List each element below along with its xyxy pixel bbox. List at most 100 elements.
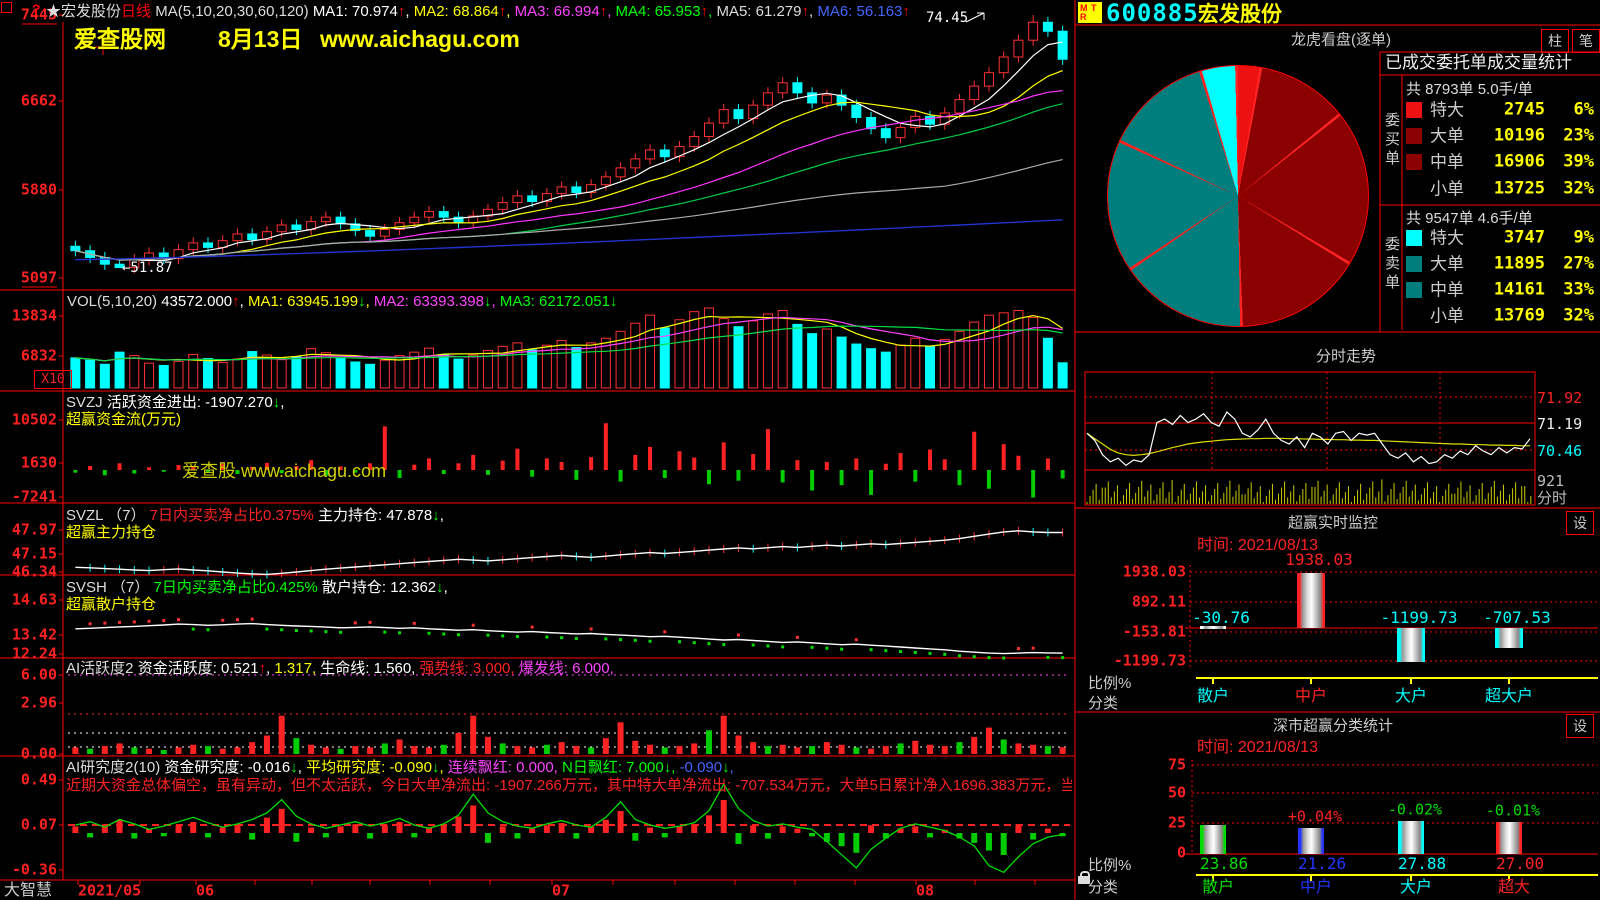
monitor-bar [1397,628,1425,663]
order-pct-value: 23% [1563,125,1594,146]
header-segment: MA3: 62172.051 [499,293,610,310]
monitor-bar [1495,628,1523,649]
header-segment: ↑ [801,3,810,20]
chart-label: 47.97 [11,520,57,539]
order-type-label: 中单 [1430,152,1464,172]
order-type-label: 特大 [1430,228,1464,248]
shenshi-value-label: 21.26 [1298,854,1347,873]
shenshi-settings-button[interactable]: 设 [1566,714,1594,738]
volume-multiplier-badge: X10 [34,370,72,389]
header-segment: , [405,3,414,20]
monitor-title: 超赢实时监控 [1287,514,1379,532]
chart-label: 7445 [20,5,57,24]
chart-label: -0.36 [11,860,57,879]
header-segment: 资金活跃度: 0.521 [137,660,259,677]
question-mark-icon: ? [32,1,41,17]
brand-label: 大智慧 [4,882,53,899]
order-pct-value: 39% [1563,151,1594,172]
sell-summary: 共 9547单 4.6手/单 [1406,210,1533,227]
order-type-label: 大单 [1430,254,1464,274]
chart-label: 6662 [20,91,57,110]
header-segment: MA1: 70.974 [312,3,398,20]
header-segment: ↑ [700,3,709,20]
header-segment: 生命线: 1.560, [316,660,416,677]
monitor-settings-button[interactable]: 设 [1566,511,1594,535]
pen-mode-button[interactable]: 笔 [1572,29,1600,53]
svsh-indicator-header: SVSH （7） 7日内买卖净占比0.425% 散户持仓: 12.362↓, [66,579,448,596]
header-segment: 43572.000 [161,293,233,310]
shenshi-delta-label: +0.04% [1287,807,1343,826]
watermark-site: 爱查股网 [74,26,166,52]
header-segment: ★宏发股份 [46,3,122,20]
high-price-annotation: 74.45 [926,10,969,26]
header-segment: AI研究度2(10) [66,759,165,776]
pie-panel-title: 龙虎看盘(逐单) [1291,31,1391,49]
order-pct-value: 32% [1563,178,1594,199]
header-segment: 资金研究度: -0.016 [164,759,291,776]
stats-table-title: 已成交委托单成交量统计 [1385,53,1572,72]
shenshi-category-label: 散户 [1202,879,1235,896]
stock-code: 600885 [1106,0,1199,27]
header-segment: ↑ [397,3,406,20]
monitor-value-label: -707.53 [1483,608,1551,627]
monitor-bar [1200,626,1226,629]
shenshi-bar [1496,821,1522,854]
order-count-value: 10196 [1493,125,1545,146]
low-price-annotation: ←51.87 [122,260,173,276]
header-segment: , [280,394,285,411]
monitor-category-label: 超大户 [1484,688,1534,705]
header-segment: , [365,293,374,310]
header-segment: , [239,293,248,310]
header-segment: ↓ [484,293,492,310]
buy-side-label: 委买单 [1383,112,1400,169]
logo-letter: R [1080,12,1087,22]
header-segment: , [297,759,307,776]
svzl-indicator-header: SVZL （7） 7日内买卖净占比0.375% 主力持仓: 47.878↓, [66,507,444,524]
order-count-value: 3747 [1504,227,1545,248]
shenshi-delta-label: -0.02% [1387,800,1443,819]
header-segment: MA5: 61.279 [716,3,802,20]
intraday-xlabel: 分时 [1537,490,1568,507]
header-segment: ↑ [232,293,240,310]
order-type-label: 特大 [1430,100,1464,120]
date-tick: 07 [552,881,571,900]
logo-letter: T [1091,3,1097,13]
header-segment: MA1: 63945.199 [247,293,359,310]
header-segment: 强势线: 3.000, [415,660,515,677]
main-indicator-header: ★宏发股份日线 MA(5,10,20,30,60,120) MA1: 70.97… [46,3,910,20]
chart-label: 25 [1167,813,1186,832]
ai-research-header: AI研究度2(10) 资金研究度: -0.016↓, 平均研究度: -0.090… [66,759,734,776]
header-segment: , [671,759,680,776]
chart-label: 1938.03 [1122,562,1186,581]
chart-label: 0.00 [20,744,57,763]
header-segment: , [491,293,500,310]
chart-label: 2.96 [20,693,57,712]
header-segment: 爆发线: 6.000, [514,660,614,677]
order-volume-pie-chart [1107,65,1369,327]
monitor-ylabel: 比例% [1088,675,1132,692]
date-tick: 2021/05 [78,881,142,900]
header-segment: N日飘红: 7.000 [557,759,664,776]
date-tick: 06 [196,881,215,900]
svzj-subtitle: 超赢资金流(万元) [66,411,181,428]
header-segment: SVSH （7） [66,579,154,596]
shenshi-time-label: 时间: 2021/08/13 [1197,739,1318,756]
chart-label: 13834 [11,306,57,325]
shenshi-value-label: 23.86 [1200,854,1249,873]
header-segment: 7日内买卖净占比0.375% [149,507,319,524]
monitor-value-label: -30.76 [1192,608,1250,627]
monitor-value-label: -1199.73 [1380,608,1458,627]
lock-icon[interactable] [1078,871,1090,884]
chart-label: 5097 [20,268,57,287]
shenshi-bar [1298,828,1324,854]
order-count-value: 2745 [1504,99,1545,120]
header-segment: ↑ [599,3,608,20]
chart-label: 10502 [11,410,57,429]
intraday-title: 分时走势 [1315,348,1377,365]
order-count-value: 14161 [1493,279,1545,300]
chart-label: 0.07 [20,815,57,834]
column-mode-button[interactable]: 柱 [1541,29,1569,53]
header-segment: , [809,3,818,20]
